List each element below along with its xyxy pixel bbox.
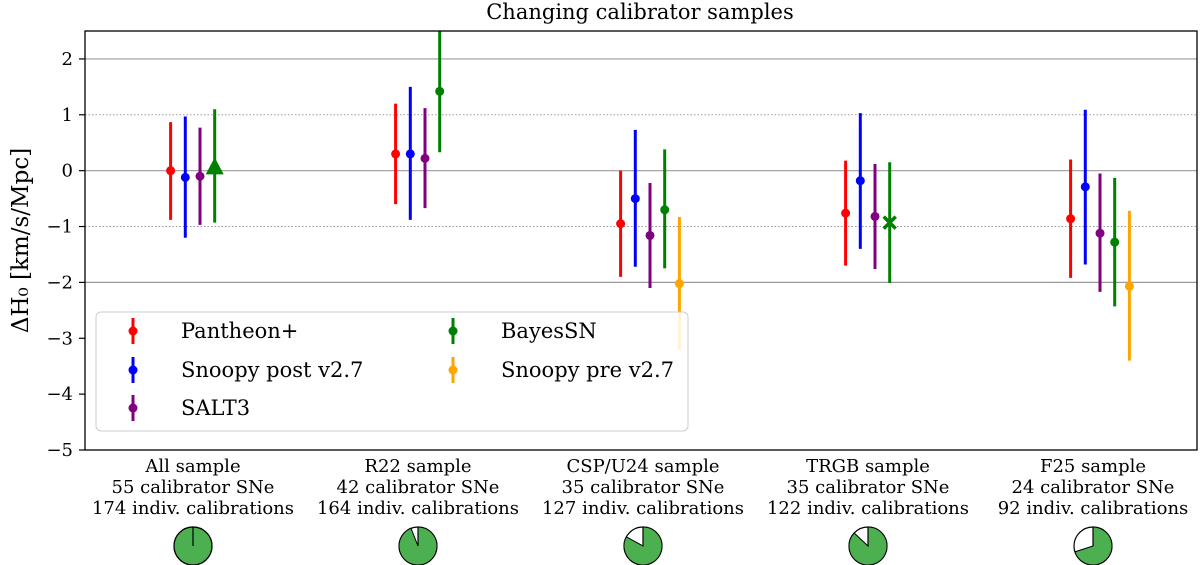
legend: Pantheon+ Snoopy post v2.7 SALT3 BayesSN Sno… [95,311,689,432]
category-label: 35 calibrator SNe [562,477,725,498]
legend-label: SALT3 [181,396,250,420]
data-point [166,166,176,176]
category-label: F25 sample [1040,456,1146,477]
legend-label: Snoopy post v2.7 [181,358,363,382]
data-point [1110,237,1120,247]
data-point [841,208,851,218]
y-tick-label: 2 [62,49,73,70]
legend-marker [448,365,458,375]
legend-label: Pantheon+ [181,319,298,343]
y-axis: −5 −4 −3 −2 −1 0 1 2 [46,49,85,461]
y-axis-label: ΔH₀ [km/s/Mpc] [8,148,34,333]
data-point [870,211,880,221]
plot-area [166,31,1134,361]
y-tick-label: −4 [46,384,73,405]
legend-label: Snoopy pre v2.7 [501,358,674,382]
gridlines [85,58,1197,283]
data-point [616,219,626,229]
chart-title: Changing calibrator samples [486,0,794,24]
data-point [391,149,401,159]
legend-marker [448,326,458,336]
data-point [660,205,670,215]
category-label: 35 calibrator SNe [787,477,950,498]
legend-marker [128,326,138,336]
y-tick-label: −3 [46,328,73,349]
category-label: All sample [144,456,240,477]
legend-label: BayesSN [501,319,597,343]
category-label: 42 calibrator SNe [337,477,500,498]
category-label: 174 indiv. calibrations [92,498,294,519]
legend-marker [128,403,138,413]
data-point [435,86,445,96]
data-point-triangle [205,157,224,175]
data-point [1095,228,1105,238]
category-label: CSP/U24 sample [566,456,719,477]
data-point [1080,182,1090,192]
legend-marker [128,365,138,375]
data-point [630,194,640,204]
data-point [420,153,430,163]
data-point [855,176,865,186]
y-tick-label: −1 [46,217,73,238]
data-point [645,230,655,240]
pie-slice-green [848,526,888,565]
axes-frame [84,30,1198,451]
category-label: 55 calibrator SNe [112,477,275,498]
category-label: 92 indiv. calibrations [998,498,1189,519]
legend-box [95,311,689,432]
data-point [1066,214,1076,224]
data-point [180,172,190,182]
category-label: 24 calibrator SNe [1012,477,1175,498]
category-label: 127 indiv. calibrations [542,498,744,519]
y-tick-label: 1 [62,105,73,126]
data-point [195,171,205,181]
pie-charts [173,526,1113,565]
y-tick-label: 0 [62,161,73,182]
data-point-x [882,215,897,230]
y-tick-label: −5 [46,440,73,461]
y-tick-label: −2 [46,272,73,293]
data-point [1124,281,1134,291]
category-label: R22 sample [364,456,471,477]
category-label: 164 indiv. calibrations [317,498,519,519]
category-label: 122 indiv. calibrations [767,498,969,519]
category-label: TRGB sample [806,456,930,477]
data-point [674,279,684,289]
data-point [405,149,415,159]
